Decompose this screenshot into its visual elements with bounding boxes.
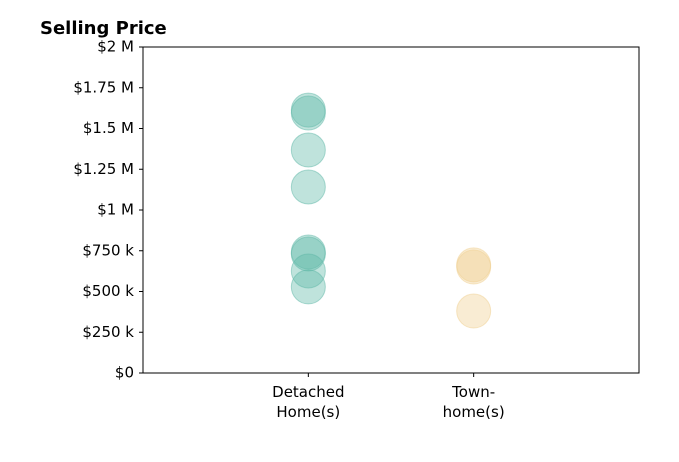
chart-title: Selling Price: [40, 18, 167, 39]
y-tick-label: $750 k: [82, 241, 134, 259]
y-tick-label: $0: [115, 364, 134, 382]
x-tick-label-line: home(s): [443, 403, 505, 421]
point: [456, 247, 492, 283]
x-tick-label-line: Home(s): [276, 403, 340, 421]
point: [290, 92, 326, 128]
y-tick-label: $2 M: [97, 38, 134, 56]
y-tick-label: $1.75 M: [73, 78, 134, 96]
x-tick-label-line: Town-: [451, 383, 495, 401]
point: [290, 132, 326, 168]
plot-frame: [142, 46, 640, 374]
y-tick-label: $1 M: [97, 201, 134, 219]
point: [290, 269, 326, 305]
point: [290, 169, 326, 205]
point: [290, 253, 326, 289]
x-tick-label-line: Detached: [272, 383, 344, 401]
x-tick-label: Detached Home(s): [272, 383, 344, 421]
y-tick-label: $1.5 M: [83, 119, 134, 137]
y-tick-label: $1.25 M: [73, 160, 134, 178]
x-tick-label: Town-home(s): [443, 383, 505, 421]
y-tick-label: $500 k: [82, 282, 134, 300]
y-tick-label: $250 k: [82, 323, 134, 341]
point: [456, 293, 492, 329]
